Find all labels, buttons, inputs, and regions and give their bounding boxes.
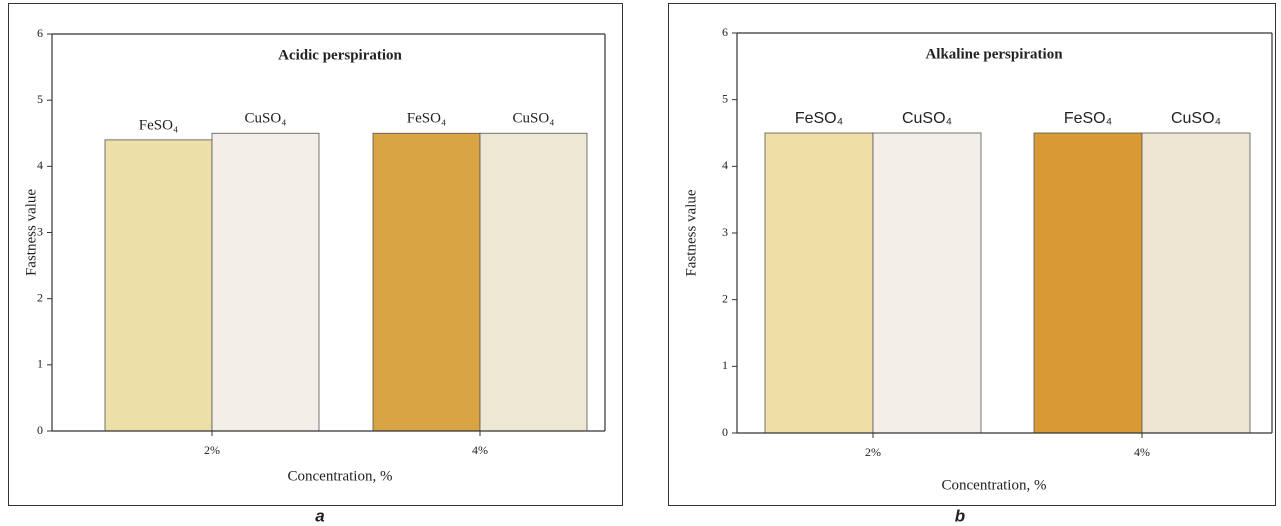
x-tick-label: 4% <box>472 443 488 457</box>
panel-frame <box>8 3 623 506</box>
y-tick-label: 4 <box>37 158 43 172</box>
y-tick-label: 2 <box>722 291 728 305</box>
y-axis-label: Fastness value <box>683 189 699 276</box>
bar <box>479 132 588 432</box>
y-tick-label: 2 <box>37 290 43 304</box>
y-tick-label: 0 <box>722 425 728 439</box>
panel-label: a <box>315 506 324 525</box>
bar-label: FeSO₄ <box>795 110 843 127</box>
panel-frame <box>668 3 1276 506</box>
x-tick-label: 4% <box>1134 445 1150 459</box>
x-axis-label: Concentration, % <box>942 477 1047 493</box>
y-tick-label: 0 <box>37 423 43 437</box>
y-tick-label: 5 <box>37 92 43 106</box>
chart-title: Acidic perspiration <box>278 47 402 63</box>
y-tick-label: 6 <box>37 26 43 40</box>
bar <box>104 139 213 432</box>
y-tick-label: 3 <box>37 224 43 238</box>
y-tick-label: 3 <box>722 225 728 239</box>
y-axis-label: Fastness value <box>23 189 39 276</box>
y-tick-label: 1 <box>722 358 728 372</box>
panel-label: b <box>955 506 965 525</box>
y-tick-label: 5 <box>722 91 728 105</box>
bar-label: FeSO₄ <box>407 111 446 127</box>
x-axis-label: Concentration, % <box>288 468 393 484</box>
bar <box>1033 132 1143 434</box>
y-tick-label: 6 <box>722 25 728 39</box>
bar-label: CuSO₄ <box>513 111 555 127</box>
bar-label: CuSO₄ <box>902 110 952 127</box>
bar-label: CuSO₄ <box>245 111 287 127</box>
bar-label: FeSO₄ <box>1064 110 1112 127</box>
bar-label: FeSO₄ <box>139 117 178 133</box>
bar <box>872 132 982 434</box>
bar <box>211 132 320 432</box>
bar-label: CuSO₄ <box>1171 110 1221 127</box>
bar <box>1141 132 1251 434</box>
x-tick-label: 2% <box>865 445 881 459</box>
y-tick-label: 1 <box>37 357 43 371</box>
y-tick-label: 4 <box>722 158 728 172</box>
bar <box>764 132 874 434</box>
x-tick-label: 2% <box>204 443 220 457</box>
bar <box>372 132 481 432</box>
chart-title: Alkaline perspiration <box>925 46 1063 62</box>
